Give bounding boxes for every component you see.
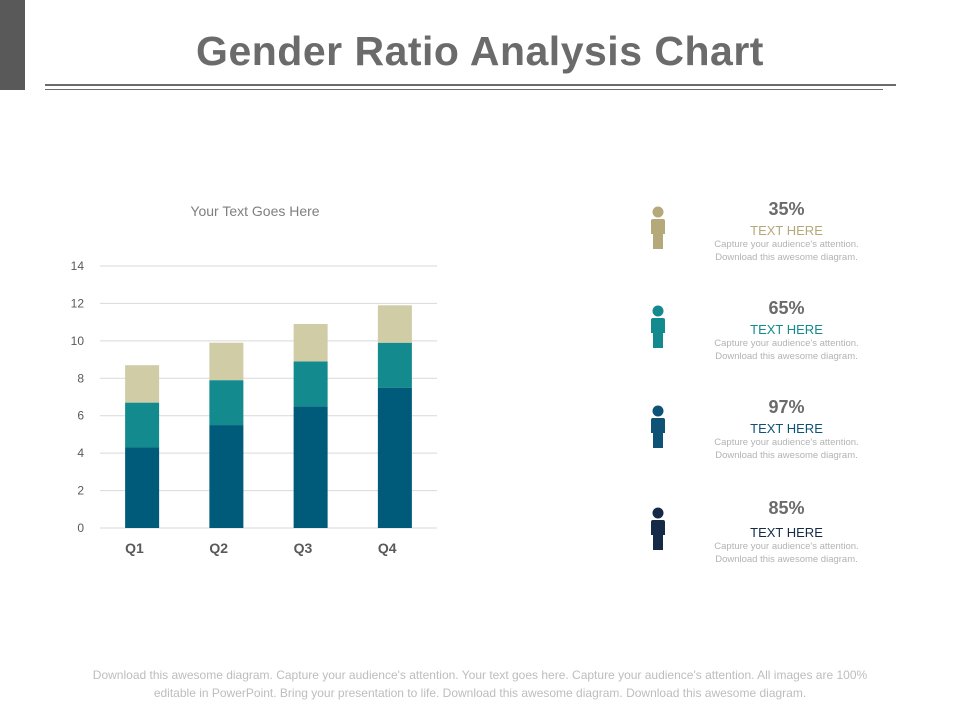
- title-underline-thin: [45, 89, 883, 90]
- bar-segment: [125, 365, 160, 403]
- y-tick-label: 12: [71, 296, 85, 310]
- bar-segment: [293, 361, 328, 407]
- y-tick-label: 8: [77, 371, 84, 385]
- stat-desc-line1: Capture your audience's attention.: [714, 239, 859, 250]
- stat-block-3: 97% TEXT HERE Capture your audience's at…: [700, 396, 873, 462]
- y-tick-label: 4: [77, 446, 84, 460]
- x-tick-label: Q4: [378, 540, 397, 556]
- person-icon-1: [648, 206, 668, 255]
- y-tick-label: 2: [77, 484, 84, 498]
- bar-segment: [209, 342, 244, 381]
- stat-percent: 65%: [768, 298, 805, 318]
- y-tick-label: 10: [71, 334, 85, 348]
- person-icon-2: [648, 305, 668, 354]
- x-tick-label: Q2: [209, 540, 228, 556]
- stat-block-4: 85% TEXT HERE Capture your audience's at…: [700, 497, 873, 566]
- bar-segment: [293, 324, 328, 362]
- x-tick-label: Q3: [294, 540, 313, 556]
- y-tick-label: 14: [71, 259, 85, 273]
- bar-segment: [377, 305, 412, 343]
- corner-accent-block: [0, 0, 25, 90]
- stat-label: TEXT HERE: [750, 223, 823, 238]
- person-icon-3: [648, 405, 668, 454]
- stat-desc-line2: Download this awesome diagram.: [715, 554, 858, 565]
- stat-desc-line1: Capture your audience's attention.: [714, 541, 859, 552]
- stat-desc-line1: Capture your audience's attention.: [714, 437, 859, 448]
- x-tick-label: Q1: [125, 540, 144, 556]
- chart-title: Your Text Goes Here: [190, 203, 319, 219]
- stat-desc-line2: Download this awesome diagram.: [715, 351, 858, 362]
- bar-segment: [377, 387, 412, 528]
- stat-label: TEXT HERE: [750, 421, 823, 436]
- stat-label: TEXT HERE: [750, 525, 823, 540]
- stat-label: TEXT HERE: [750, 322, 823, 337]
- person-icon-4: [648, 507, 668, 556]
- bar-segment: [209, 380, 244, 426]
- stat-block-2: 65% TEXT HERE Capture your audience's at…: [700, 297, 873, 363]
- page-title: Gender Ratio Analysis Chart: [196, 28, 764, 74]
- bar-segment: [377, 342, 412, 388]
- stat-desc-line2: Download this awesome diagram.: [715, 252, 858, 263]
- y-tick-label: 6: [77, 409, 84, 423]
- stat-desc-line2: Download this awesome diagram.: [715, 450, 858, 461]
- footer-line-2: editable in PowerPoint. Bring your prese…: [153, 686, 807, 700]
- stat-percent: 85%: [768, 498, 805, 518]
- bar-segment: [293, 406, 328, 528]
- stat-block-1: 35% TEXT HERE Capture your audience's at…: [700, 198, 873, 264]
- stat-percent: 35%: [768, 199, 805, 219]
- bar-segment: [125, 402, 160, 448]
- stat-desc-line1: Capture your audience's attention.: [714, 338, 859, 349]
- bar-segment: [125, 447, 160, 528]
- title-underline: [45, 84, 896, 86]
- y-tick-label: 0: [77, 521, 84, 535]
- stat-percent: 97%: [768, 397, 805, 417]
- footer-text: Download this awesome diagram. Capture y…: [40, 666, 920, 702]
- bar-segment: [209, 425, 244, 528]
- footer-line-1: Download this awesome diagram. Capture y…: [92, 668, 868, 682]
